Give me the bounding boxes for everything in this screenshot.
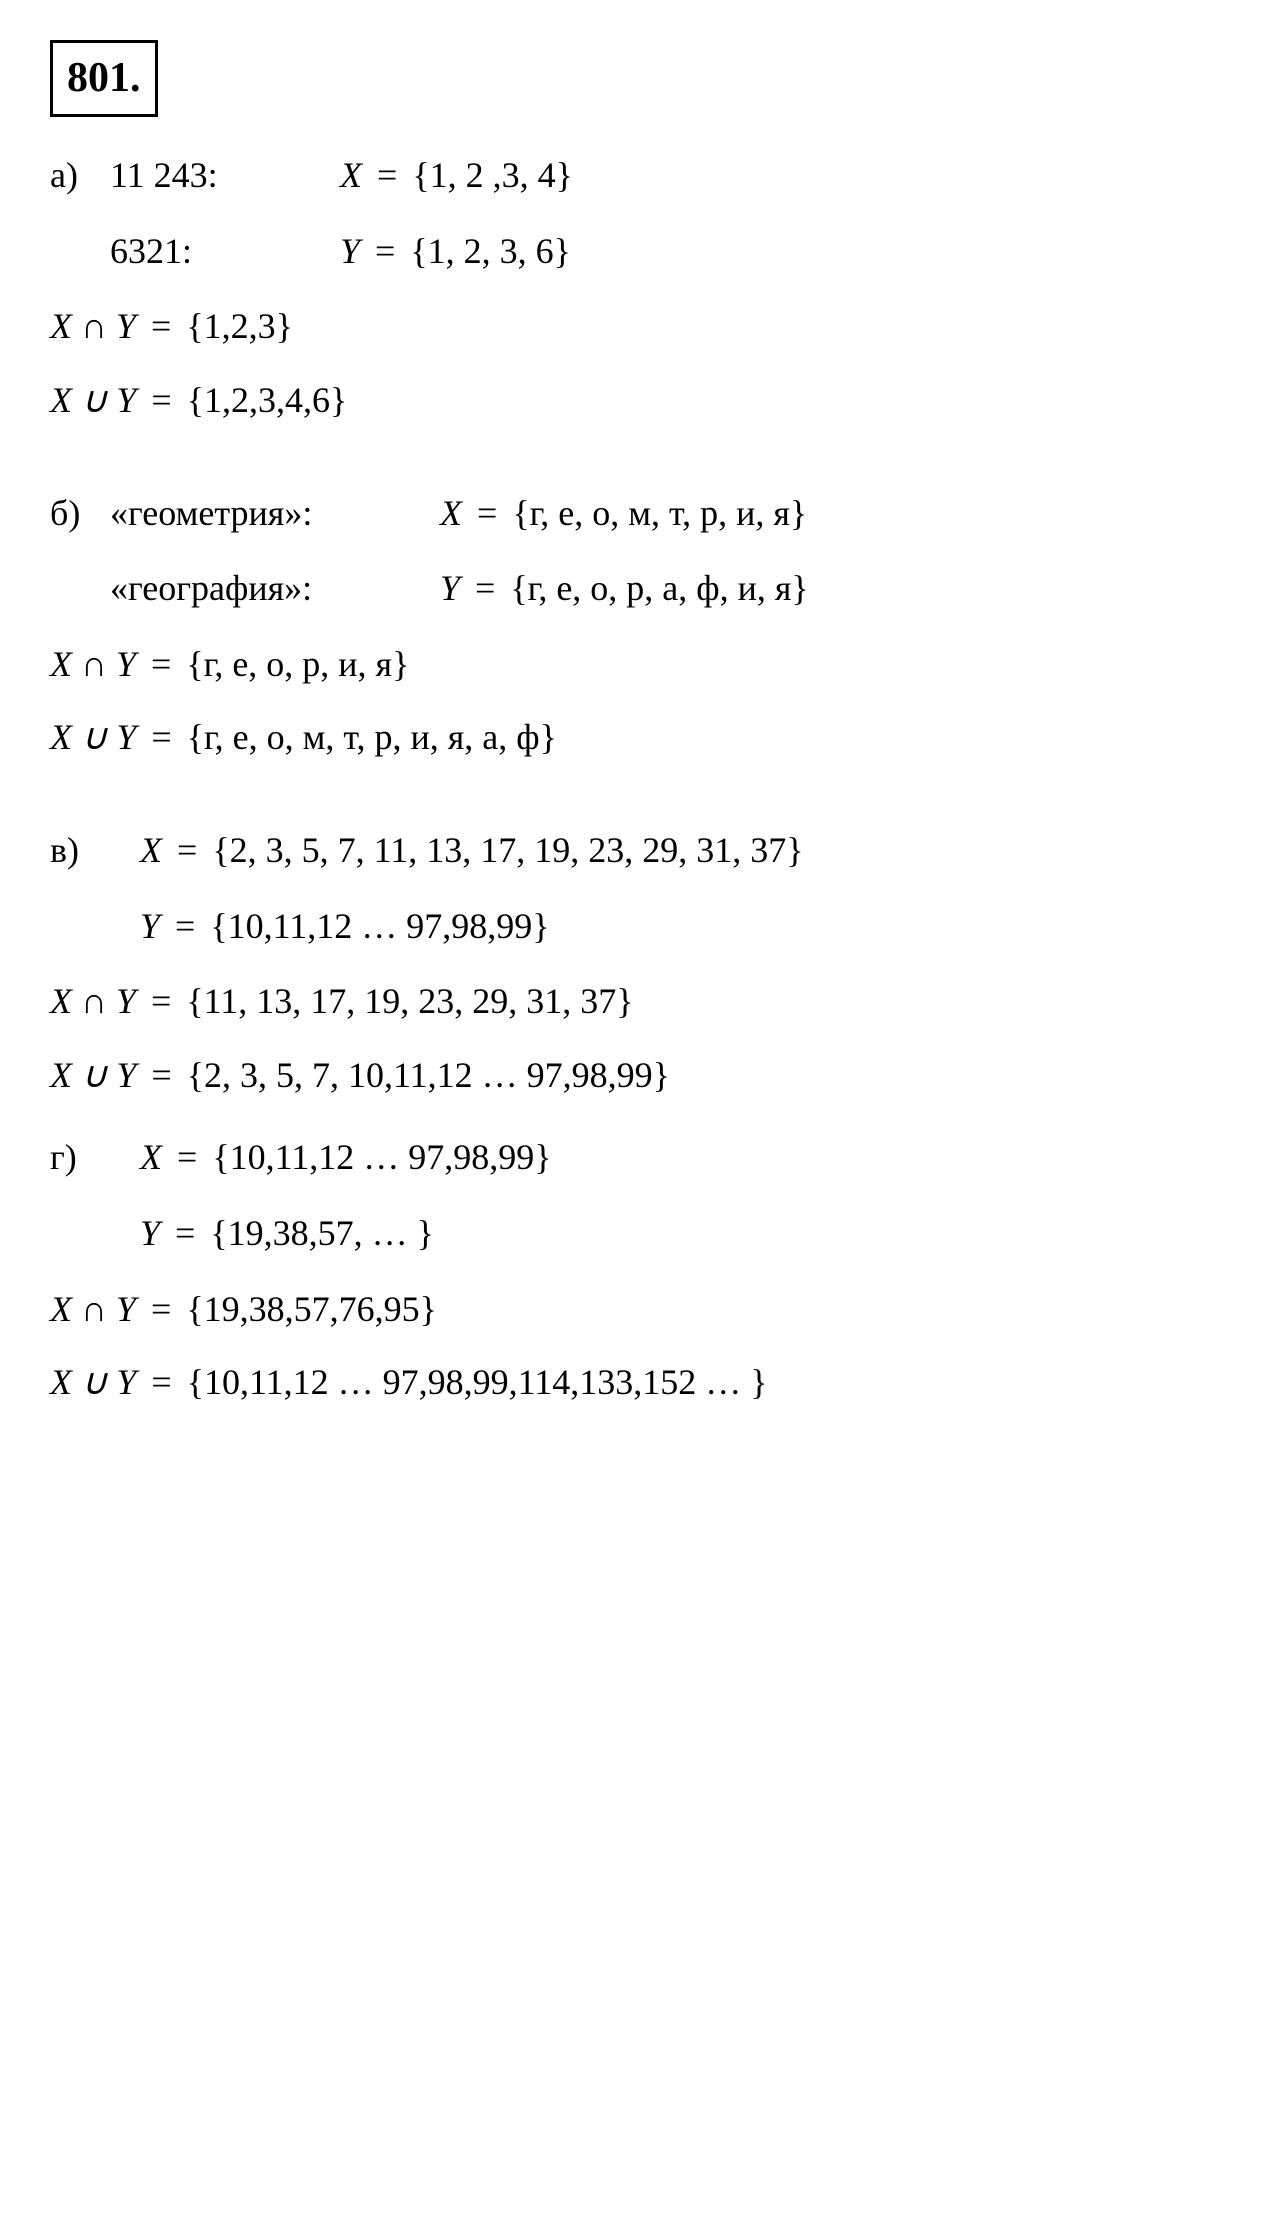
section-b-intersection-rhs: {г, е, о, р, и, я} [186,644,409,684]
section-a: а) 11 243: X = {1, 2 ,3, 4} 6321: Y = {1… [50,147,1225,429]
section-a-item1-set: {1, 2, 3, 6} [410,231,571,271]
section-a-intersection-lhs: X ∩ Y [50,306,136,346]
section-b-label: б) [50,485,110,543]
section-c-union-lhs: X ∪ Y [50,1055,136,1095]
section-a-item0-label: 11 243: [110,147,340,205]
section-c: в) X = {2, 3, 5, 7, 11, 13, 17, 19, 23, … [50,822,1225,1104]
section-a-intersection-rhs: {1,2,3} [186,306,293,346]
var-x: X [140,830,162,870]
section-c-intersection-rhs: {11, 13, 17, 19, 23, 29, 31, 37} [186,981,633,1021]
section-c-item1-set: {10,11,12 … 97,98,99} [210,906,549,946]
section-b-item0-set: {г, е, о, м, т, р, и, я} [512,493,807,533]
section-a-item0-set: {1, 2 ,3, 4} [412,155,573,195]
var-y: Y [440,568,460,608]
section-a-union-rhs: {1,2,3,4,6} [187,380,348,420]
section-b-union-lhs: X ∪ Y [50,717,136,757]
section-c-item0-set: {2, 3, 5, 7, 11, 13, 17, 19, 23, 29, 31,… [212,830,803,870]
section-a-item1-label: 6321: [110,223,340,281]
section-b-intersection-lhs: X ∩ Y [50,644,136,684]
section-d-intersection-rhs: {19,38,57,76,95} [186,1289,437,1329]
section-d-label: г) [50,1129,110,1187]
section-d-union-lhs: X ∪ Y [50,1362,136,1402]
section-c-label: в) [50,822,110,880]
section-d-intersection-lhs: X ∩ Y [50,1289,136,1329]
section-a-label: а) [50,147,110,205]
var-y: Y [340,231,360,271]
var-x: X [440,493,462,533]
section-b-union-rhs: {г, е, о, м, т, р, и, я, а, ф} [187,717,557,757]
section-d: г) X = {10,11,12 … 97,98,99} Y = {19,38,… [50,1129,1225,1411]
section-b-item0-label: «геометрия»: [110,485,440,543]
var-x: X [140,1137,162,1177]
section-d-item0-set: {10,11,12 … 97,98,99} [212,1137,551,1177]
section-d-item1-set: {19,38,57, … } [210,1213,434,1253]
section-b-item1-set: {г, е, о, р, а, ф, и, я} [510,568,808,608]
section-c-intersection-lhs: X ∩ Y [50,981,136,1021]
section-d-union-rhs: {10,11,12 … 97,98,99,114,133,152 … } [187,1362,768,1402]
var-x: X [340,155,362,195]
var-y: Y [140,1213,160,1253]
section-c-union-rhs: {2, 3, 5, 7, 10,11,12 … 97,98,99} [187,1055,670,1095]
section-a-union-lhs: X ∪ Y [50,380,136,420]
section-b: б) «геометрия»: X = {г, е, о, м, т, р, и… [50,485,1225,767]
var-y: Y [140,906,160,946]
section-b-item1-label: «география»: [110,560,440,618]
problem-number: 801. [50,40,158,117]
